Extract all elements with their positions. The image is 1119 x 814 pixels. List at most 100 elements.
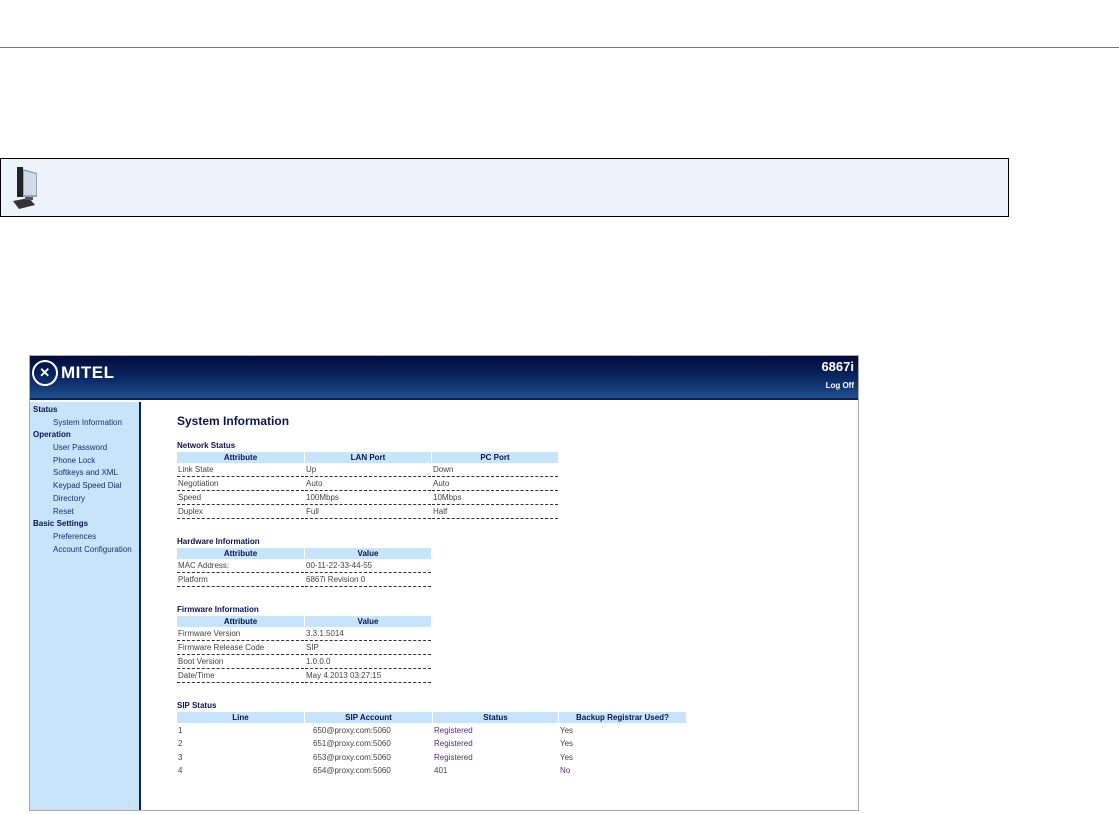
- table-cell: 1.0.0.0: [305, 655, 431, 669]
- log-off-link[interactable]: Log Off: [825, 381, 854, 390]
- table-row: Firmware Release Code SIP: [177, 641, 431, 655]
- table-cell: 100Mbps: [305, 491, 431, 505]
- table-cell: Registered: [434, 739, 473, 748]
- column-header: SIP Account: [305, 712, 432, 723]
- column-header: PC Port: [432, 452, 558, 463]
- table-row: Platform 6867i Revision 0: [177, 573, 431, 587]
- main-content: System Information Network Status Attribu…: [143, 402, 858, 810]
- table-cell: 2: [178, 739, 183, 748]
- sidebar-group-operation: Operation: [33, 430, 71, 440]
- table-row: 4 654@proxy.com:5060 401 No: [177, 764, 686, 778]
- column-header: Attribute: [177, 548, 304, 559]
- sidebar-item-keypad-speed-dial[interactable]: Keypad Speed Dial: [53, 481, 122, 491]
- page-title: System Information: [177, 414, 290, 428]
- sidebar-item-user-password[interactable]: User Password: [53, 443, 108, 453]
- network-status-section: Network Status Attribute LAN Port PC Port Li…: [177, 441, 559, 519]
- table-cell: Auto: [305, 477, 431, 491]
- sidebar-group-basic-settings: Basic Settings: [33, 519, 89, 529]
- table-cell: 651@proxy.com:5060: [313, 739, 391, 748]
- table-cell: Firmware Version: [177, 627, 304, 641]
- table-cell: Boot Version: [177, 655, 304, 669]
- table-cell: Firmware Release Code: [177, 641, 304, 655]
- column-header: Backup Registrar Used?: [559, 712, 686, 723]
- table-row: Speed 100Mbps 10Mbps: [177, 491, 558, 505]
- sidebar-item-phone-lock[interactable]: Phone Lock: [53, 455, 96, 465]
- firmware-table: Attribute Value Firmware Version 3.3.1.5014…: [176, 616, 432, 683]
- table-cell: Registered: [434, 752, 473, 762]
- table-row: MAC Address: 00-11-22-33-44-55: [177, 559, 431, 573]
- mitel-logo: ✕ MITEL: [32, 360, 115, 386]
- table-cell: Up: [305, 463, 431, 477]
- note-box: [0, 158, 1009, 217]
- table-cell: Link State: [177, 463, 304, 477]
- table-cell: Duplex: [177, 505, 304, 519]
- sip-status-section: SIP Status Line SIP Account Status Backup Re…: [177, 701, 687, 777]
- table-cell: 3.3.1.5014: [305, 627, 431, 641]
- sidebar-item-reset[interactable]: Reset: [53, 506, 74, 516]
- section-title: SIP Status: [177, 701, 217, 710]
- table-cell: Platform: [177, 573, 304, 587]
- table-row: Date/Time May 4 2013 03:27:15: [177, 669, 431, 683]
- sidebar-group-status: Status: [33, 405, 58, 414]
- column-header: Value: [305, 548, 431, 559]
- table-cell: 10Mbps: [432, 491, 558, 505]
- network-table: Attribute LAN Port PC Port Link State Up Down…: [176, 452, 559, 519]
- sidebar-item-softkeys-and-xml[interactable]: Softkeys and XML: [53, 468, 118, 478]
- firmware-information-section: Firmware Information Attribute Value Firmwa…: [177, 605, 432, 683]
- table-cell: May 4 2013 03:27:15: [305, 669, 431, 683]
- hardware-table: Attribute Value MAC Address: 00-11-22-33-44…: [176, 548, 432, 587]
- table-cell: 654@proxy.com:5060: [313, 766, 391, 775]
- table-cell: 3: [178, 752, 183, 762]
- table-row: Firmware Version 3.3.1.5014: [177, 627, 431, 641]
- mitel-logo-icon: ✕: [32, 360, 58, 386]
- hardware-information-section: Hardware Information Attribute Value MAC Ad…: [177, 537, 432, 587]
- column-header: Line: [177, 712, 304, 723]
- table-cell: Auto: [432, 477, 558, 491]
- column-header: Status: [433, 712, 558, 723]
- table-row: 3 653@proxy.com:5060 Registered Yes: [177, 750, 686, 764]
- table-cell: Yes: [560, 752, 574, 762]
- sidebar: Status System Information Operation User Pa…: [30, 402, 141, 810]
- table-cell: 4: [178, 766, 183, 775]
- sidebar-item-account-configuration[interactable]: Account Configuration: [53, 544, 132, 554]
- table-cell: MAC Address:: [177, 559, 304, 573]
- column-header: Attribute: [177, 616, 304, 627]
- table-cell: Full: [305, 505, 431, 519]
- table-cell: Down: [432, 463, 558, 477]
- sidebar-item-directory[interactable]: Directory: [53, 493, 86, 503]
- model-label: 6867i: [821, 359, 854, 374]
- table-row: 1 650@proxy.com:5060 Registered Yes: [177, 723, 686, 737]
- sip-table: Line SIP Account Status Backup Registrar Us…: [176, 712, 687, 777]
- table-row: 2 651@proxy.com:5060 Registered Yes: [177, 737, 686, 751]
- table-cell: Speed: [177, 491, 304, 505]
- sidebar-item-preferences[interactable]: Preferences: [53, 531, 97, 541]
- computer-icon: [13, 167, 37, 209]
- table-cell: Registered: [434, 725, 473, 735]
- column-header: LAN Port: [305, 452, 431, 463]
- column-header: Attribute: [177, 452, 304, 463]
- table-row: Negotiation Auto Auto: [177, 477, 558, 491]
- table-cell: Yes: [560, 725, 574, 735]
- table-cell: 00-11-22-33-44-55: [305, 559, 431, 573]
- divider-line: [0, 47, 1119, 48]
- table-row: Boot Version 1.0.0.0: [177, 655, 431, 669]
- table-cell: 653@proxy.com:5060: [313, 752, 391, 762]
- table-cell: No: [560, 766, 571, 775]
- table-cell: Date/Time: [177, 669, 304, 683]
- section-title: Firmware Information: [177, 605, 259, 614]
- header-bar: ✕ MITEL 6867i Log Off: [30, 356, 858, 400]
- table-cell: Yes: [560, 739, 574, 748]
- table-cell: 401: [434, 766, 448, 775]
- table-row: Duplex Full Half: [177, 505, 558, 519]
- sidebar-item-system-information[interactable]: System Information: [53, 417, 122, 427]
- table-cell: SIP: [305, 641, 431, 655]
- table-cell: Half: [432, 505, 558, 519]
- phone-web-ui: ✕ MITEL 6867i Log Off Status System Inform…: [29, 355, 859, 811]
- section-title: Hardware Information: [177, 537, 260, 546]
- brand-text: MITEL: [61, 363, 115, 382]
- section-title: Network Status: [177, 441, 236, 450]
- column-header: Value: [305, 616, 431, 627]
- table-cell: 6867i Revision 0: [305, 573, 431, 587]
- table-row: Link State Up Down: [177, 463, 558, 477]
- table-cell: Negotiation: [177, 477, 304, 491]
